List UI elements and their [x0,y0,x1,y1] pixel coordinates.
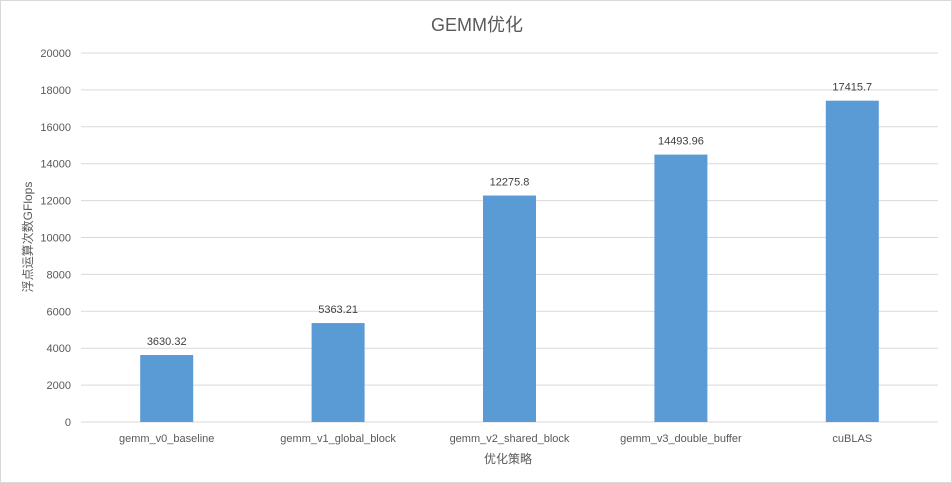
x-tick-label: gemm_v2_shared_block [450,433,570,445]
x-tick-label: gemm_v0_baseline [119,433,214,445]
chart-title: GEMM优化 [431,15,523,35]
bar [825,100,879,423]
data-label: 17415.7 [832,82,872,94]
y-tick-label: 2000 [47,380,71,392]
data-labels: 3630.32 5363.21 12275.8 14493.96 17415.7 [147,82,872,348]
data-label: 3630.32 [147,336,187,348]
x-tick-label: cuBLAS [832,433,872,445]
x-tick-label: gemm_v1_global_block [280,433,396,445]
bar [483,195,536,422]
x-axis-ticks: gemm_v0_baseline gemm_v1_global_block gemm… [119,433,872,445]
data-label: 12275.8 [490,177,530,189]
data-label: 14493.96 [658,136,704,148]
y-axis-title: 浮点运算次数GFlops [20,182,35,293]
y-tick-label: 20000 [40,48,71,60]
bar [311,323,365,422]
bar [140,355,194,422]
y-tick-label: 12000 [40,196,71,208]
y-tick-label: 18000 [40,85,71,97]
data-label: 5363.21 [318,304,358,316]
y-tick-label: 0 [65,417,71,429]
y-tick-label: 16000 [40,122,71,134]
y-tick-label: 6000 [47,306,71,318]
y-tick-label: 4000 [47,343,71,355]
y-tick-label: 10000 [40,233,71,245]
bars [140,100,879,423]
x-tick-label: gemm_v3_double_buffer [620,433,742,445]
x-axis-title: 优化策略 [484,451,532,466]
y-axis-ticks: 0 2000 4000 6000 8000 10000 12000 14000 16000 180… [40,48,71,429]
y-tick-label: 8000 [47,269,71,281]
bar [654,154,708,423]
y-tick-label: 14000 [40,159,71,171]
